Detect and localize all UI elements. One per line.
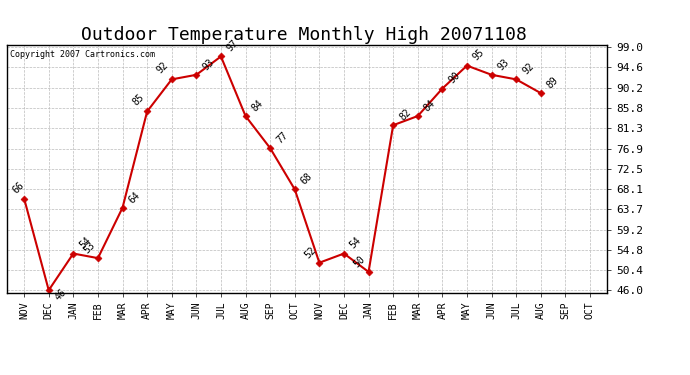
Text: 53: 53: [81, 240, 97, 255]
Text: 85: 85: [130, 92, 146, 107]
Text: 50: 50: [352, 254, 367, 269]
Text: 93: 93: [201, 57, 216, 72]
Text: 92: 92: [520, 61, 535, 76]
Text: 52: 52: [303, 244, 318, 260]
Text: Copyright 2007 Cartronics.com: Copyright 2007 Cartronics.com: [10, 50, 155, 59]
Text: 89: 89: [545, 75, 560, 90]
Text: 64: 64: [127, 189, 142, 205]
Text: 97: 97: [225, 38, 241, 54]
Text: 66: 66: [10, 180, 26, 196]
Text: Outdoor Temperature Monthly High 20071108: Outdoor Temperature Monthly High 2007110…: [81, 26, 526, 44]
Text: 54: 54: [77, 236, 93, 251]
Text: 54: 54: [348, 236, 364, 251]
Text: 46: 46: [53, 287, 68, 303]
Text: 77: 77: [275, 130, 290, 146]
Text: 95: 95: [471, 48, 486, 63]
Text: 82: 82: [397, 107, 413, 122]
Text: 93: 93: [495, 57, 511, 72]
Text: 68: 68: [299, 171, 315, 187]
Text: 84: 84: [422, 98, 437, 113]
Text: 84: 84: [250, 98, 265, 113]
Text: 92: 92: [155, 60, 170, 75]
Text: 90: 90: [446, 70, 462, 86]
